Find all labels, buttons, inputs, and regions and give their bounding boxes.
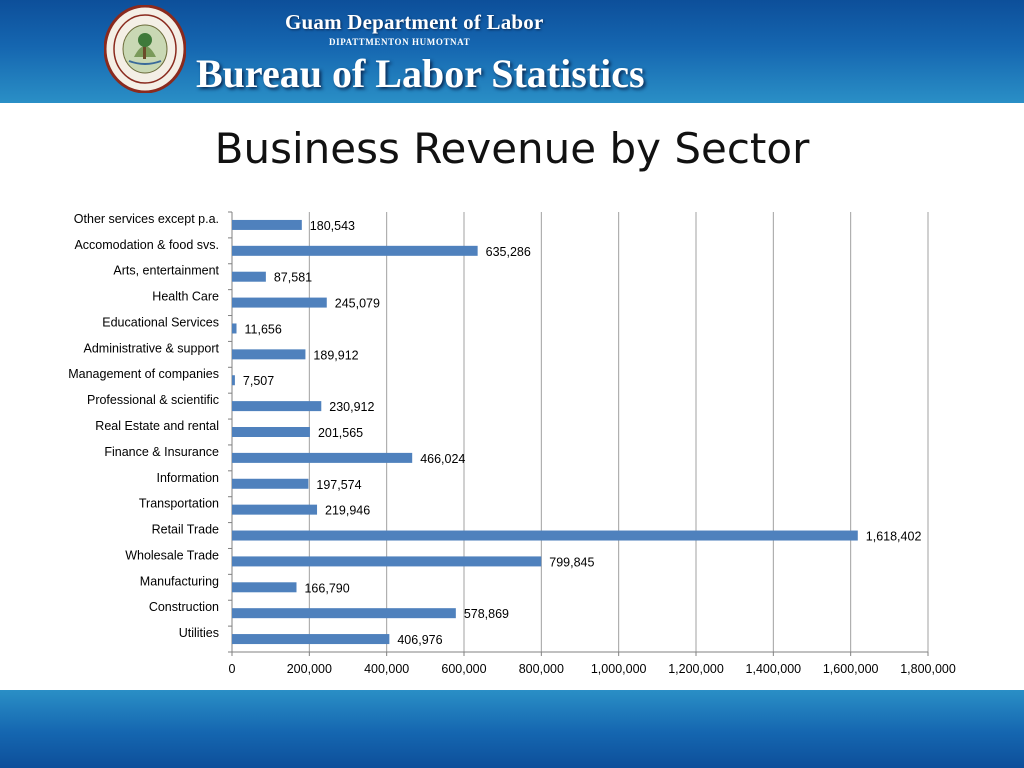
category-label: Arts, entertainment [113, 264, 219, 278]
x-tick-label: 1,200,000 [668, 662, 724, 676]
bar [232, 504, 318, 515]
category-label: Utilities [179, 626, 219, 640]
category-label: Retail Trade [152, 523, 219, 537]
value-label: 219,946 [325, 504, 370, 518]
category-label: Wholesale Trade [125, 548, 219, 562]
value-label: 466,024 [420, 452, 465, 466]
bar [232, 219, 302, 230]
value-label: 799,845 [549, 555, 594, 569]
category-label: Manufacturing [140, 574, 219, 588]
bar [232, 530, 858, 541]
value-label: 635,286 [486, 245, 531, 259]
category-label: Accomodation & food svs. [74, 238, 219, 252]
bar [232, 478, 309, 489]
bar [232, 582, 297, 593]
category-label: Management of companies [68, 367, 219, 381]
department-seal-icon [104, 5, 186, 93]
category-label: Information [156, 471, 219, 485]
value-label: 87,581 [274, 271, 312, 285]
bar [232, 556, 542, 567]
bar [232, 245, 478, 256]
value-label: 578,869 [464, 607, 509, 621]
x-tick-label: 1,000,000 [591, 662, 647, 676]
x-tick-label: 800,000 [519, 662, 564, 676]
x-tick-label: 1,400,000 [746, 662, 802, 676]
value-label: 406,976 [397, 633, 442, 647]
category-label: Finance & Insurance [104, 445, 219, 459]
bar [232, 401, 322, 412]
value-label: 230,912 [329, 400, 374, 414]
value-label: 11,656 [245, 322, 282, 336]
x-tick-label: 400,000 [364, 662, 409, 676]
category-label: Health Care [152, 290, 219, 304]
category-label: Administrative & support [84, 341, 220, 355]
value-label: 189,912 [313, 348, 358, 362]
revenue-bar-chart: 0 200,000 400,000 600,000 800,000 1,000,000 1,… [68, 211, 956, 676]
category-label: Other services except p.a. [74, 212, 219, 226]
x-tick-label: 1,800,000 [900, 662, 956, 676]
bar [232, 452, 413, 463]
category-label: Professional & scientific [87, 393, 219, 407]
bar [232, 608, 456, 619]
category-label: Real Estate and rental [95, 419, 219, 433]
bureau-title: Bureau of Labor Statistics [196, 51, 645, 96]
org-title: Guam Department of Labor [285, 10, 544, 34]
value-label: 197,574 [316, 478, 361, 492]
grid-lines [308, 212, 929, 652]
bar [232, 297, 327, 308]
header-banner: Guam Department of Labor DIPATTMENTON HU… [0, 0, 1024, 103]
value-label: 166,790 [304, 581, 349, 595]
bar [232, 634, 390, 645]
x-tick-label: 1,600,000 [823, 662, 879, 676]
footer-banner [0, 690, 1024, 768]
bar [232, 271, 266, 282]
bar [232, 349, 306, 360]
bar [232, 427, 310, 437]
value-label: 245,079 [335, 297, 380, 311]
value-label: 1,618,402 [866, 530, 922, 544]
category-label: Transportation [139, 497, 219, 511]
category-label: Educational Services [102, 315, 219, 329]
labels: 0 200,000 400,000 600,000 800,000 1,000,000 1,… [68, 212, 956, 676]
x-tick-label: 0 [229, 662, 236, 676]
x-tick-label: 200,000 [287, 662, 332, 676]
x-tick-label: 600,000 [441, 662, 486, 676]
bar [232, 375, 235, 386]
value-label: 201,565 [318, 426, 363, 440]
bars [232, 219, 858, 645]
org-subtitle: DIPATTMENTON HUMOTNAT [329, 37, 471, 47]
slide-title: Business Revenue by Sector [214, 124, 810, 173]
category-label: Construction [149, 600, 219, 614]
value-label: 180,543 [310, 219, 355, 233]
value-label: 7,507 [243, 374, 274, 388]
bar [232, 323, 237, 334]
